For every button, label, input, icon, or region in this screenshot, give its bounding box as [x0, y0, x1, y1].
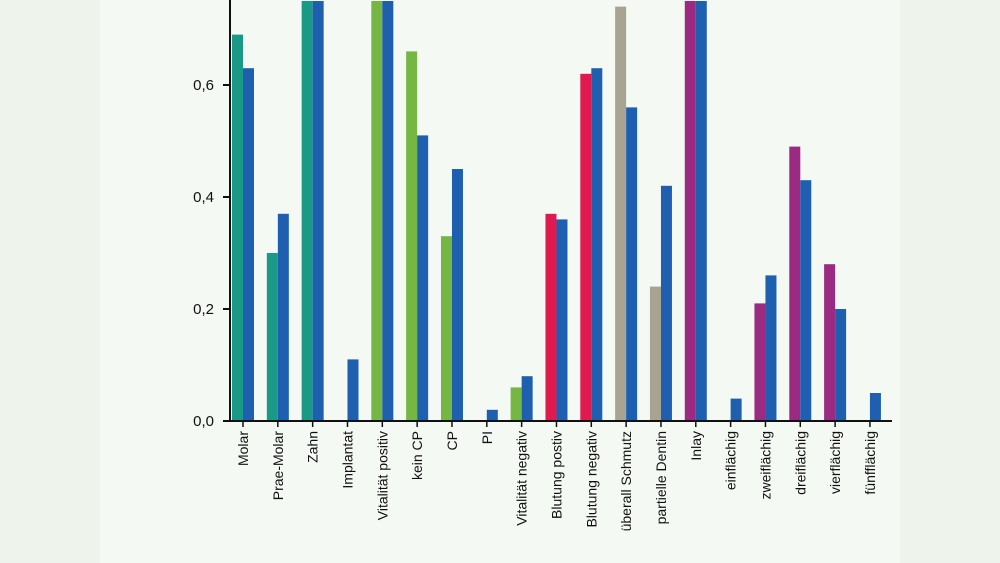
bar [510, 387, 522, 421]
bar [545, 213, 557, 421]
bar [615, 6, 627, 421]
category-label: Prae-Molar [270, 431, 286, 501]
y-tick-label: 0,6 [193, 77, 214, 94]
category-label: Blutung postiv [548, 431, 564, 519]
plot-background [100, 0, 900, 563]
y-tick-label: 0,0 [193, 413, 214, 430]
bar [580, 73, 592, 422]
category-label: vierflächig [827, 431, 843, 494]
bar [824, 264, 836, 421]
bar [765, 275, 777, 421]
y-tick-label: 0,2 [193, 301, 214, 318]
bar [591, 68, 603, 421]
category-label: PI [479, 431, 495, 444]
bar [486, 409, 498, 421]
bar [556, 219, 568, 421]
bar [695, 1, 707, 421]
category-label: CP [444, 431, 460, 450]
x-axis: Molar Prae-Molar Zahn Implantat Vitalität po… [230, 420, 892, 531]
bar [835, 309, 847, 421]
category-label: fünfflächig [862, 431, 878, 495]
bar [277, 213, 289, 421]
category-label: zweiflächig [757, 431, 773, 499]
category-label: kein CP [409, 431, 425, 480]
category-label: Molar [235, 431, 251, 466]
bar [266, 253, 278, 421]
y-tick-label: 0,4 [193, 189, 214, 206]
bar [243, 68, 254, 421]
bar [301, 1, 313, 421]
bar [406, 51, 418, 422]
bar [660, 185, 672, 421]
category-label: partielle Dentin [653, 431, 669, 524]
bar [382, 1, 394, 421]
bar [730, 398, 742, 421]
bar [684, 1, 696, 421]
bar [440, 236, 452, 421]
bar [417, 135, 429, 421]
bar [312, 1, 324, 421]
category-label: Inlay [688, 431, 704, 461]
category-label: überall Schmutz [618, 431, 634, 531]
bar [371, 1, 383, 421]
category-label: Vitalität negativ [514, 431, 530, 526]
bar [649, 286, 661, 421]
category-label: dreiflächig [792, 431, 808, 495]
category-label: Blutung negativ [583, 431, 599, 528]
y-axis: 0,0 0,2 0,4 0,6 [193, 0, 231, 430]
category-label: Zahn [305, 431, 321, 463]
category-label: Implantat [339, 431, 355, 489]
category-label: einflächig [723, 431, 739, 490]
bar [869, 393, 881, 421]
bar [626, 107, 638, 422]
bar [789, 146, 801, 421]
bar [800, 180, 812, 421]
bar [232, 34, 243, 421]
bars [232, 1, 881, 422]
bar [754, 303, 766, 421]
bar [521, 376, 533, 421]
category-label: Vitalität positiv [374, 431, 390, 520]
bar [347, 359, 359, 421]
bar [451, 169, 463, 421]
